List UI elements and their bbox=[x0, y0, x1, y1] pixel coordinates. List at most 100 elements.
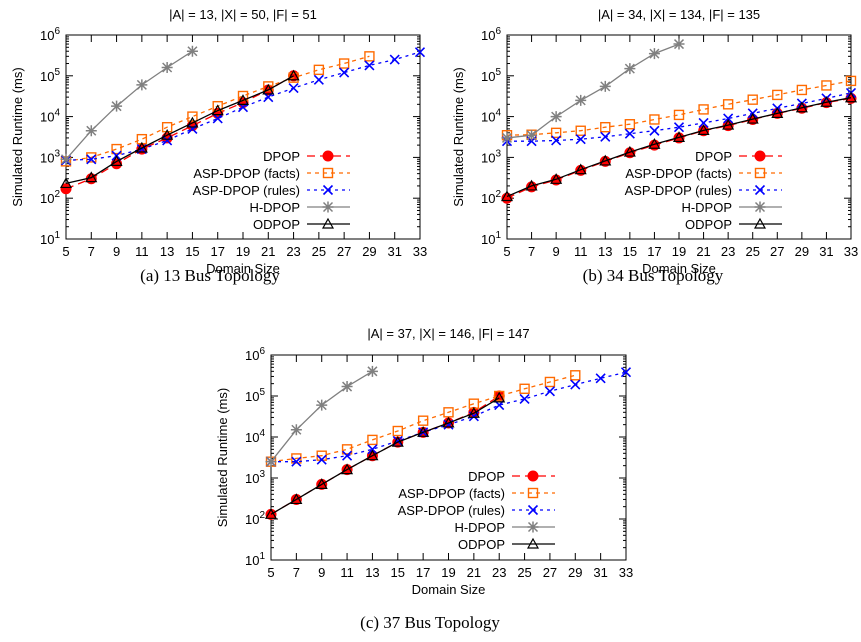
series-h-dpop bbox=[60, 45, 198, 165]
data-point bbox=[417, 426, 430, 437]
data-point bbox=[845, 75, 857, 87]
legend-label: DPOP bbox=[468, 469, 505, 484]
data-point bbox=[747, 94, 758, 105]
data-point bbox=[821, 80, 832, 91]
x-tick-label: 31 bbox=[819, 244, 833, 259]
y-tick-label: 101 bbox=[245, 551, 265, 568]
data-point bbox=[161, 61, 173, 73]
y-tick-label: 106 bbox=[245, 346, 265, 363]
x-tick-label: 27 bbox=[543, 565, 557, 580]
y-tick-label: 103 bbox=[245, 469, 265, 486]
data-point bbox=[111, 100, 123, 112]
x-tick-label: 17 bbox=[416, 565, 430, 580]
data-point bbox=[366, 365, 378, 377]
data-point bbox=[417, 415, 429, 426]
data-point bbox=[287, 69, 300, 81]
data-point bbox=[338, 58, 350, 69]
data-point bbox=[550, 127, 562, 139]
legend-label: DPOP bbox=[695, 149, 732, 164]
data-point bbox=[392, 425, 403, 437]
x-tick-label: 11 bbox=[574, 244, 588, 259]
data-point bbox=[570, 370, 581, 381]
y-tick-label: 105 bbox=[245, 387, 265, 404]
data-point bbox=[313, 74, 324, 85]
data-point bbox=[648, 138, 661, 149]
data-point bbox=[86, 154, 97, 165]
legend-marker bbox=[526, 537, 540, 549]
series-line bbox=[65, 50, 193, 160]
x-tick-label: 19 bbox=[236, 244, 250, 259]
x-tick-label: 5 bbox=[267, 565, 274, 580]
y-axis-label: Simulated Runtime (ms) bbox=[451, 67, 466, 206]
legend-marker bbox=[527, 487, 539, 499]
data-point bbox=[493, 391, 506, 403]
data-point bbox=[672, 131, 686, 142]
series-line bbox=[507, 92, 852, 142]
y-tick-label: 102 bbox=[245, 510, 265, 527]
x-tick-label: 23 bbox=[721, 244, 735, 259]
data-point bbox=[795, 101, 808, 113]
data-point bbox=[161, 121, 173, 133]
data-point bbox=[290, 424, 302, 436]
x-tick-label: 23 bbox=[286, 244, 300, 259]
data-point bbox=[623, 145, 636, 157]
x-tick-label: 13 bbox=[160, 244, 174, 259]
x-tick-label: 13 bbox=[365, 565, 379, 580]
x-tick-label: 17 bbox=[647, 244, 661, 259]
data-point bbox=[364, 60, 375, 71]
data-point bbox=[290, 493, 303, 505]
y-tick-label: 101 bbox=[40, 230, 60, 247]
x-tick-label: 5 bbox=[503, 244, 510, 259]
series-odpop bbox=[264, 391, 506, 519]
series-h-dpop bbox=[265, 365, 378, 468]
x-tick-label: 11 bbox=[135, 244, 149, 259]
legend-label: H-DPOP bbox=[681, 200, 732, 215]
legend-label: ASP-DPOP (rules) bbox=[625, 183, 732, 198]
data-point bbox=[551, 135, 562, 146]
legend-marker bbox=[322, 201, 334, 213]
legend-marker bbox=[527, 470, 539, 482]
data-point bbox=[236, 94, 250, 105]
y-tick-label: 105 bbox=[40, 67, 60, 84]
y-tick-label: 104 bbox=[40, 108, 60, 125]
x-axis-label: Domain Size bbox=[642, 261, 716, 276]
data-point bbox=[86, 152, 97, 163]
data-point bbox=[187, 111, 198, 122]
legend-marker bbox=[754, 201, 766, 213]
x-tick-label: 21 bbox=[261, 244, 275, 259]
legend-label: ASP-DPOP (rules) bbox=[398, 503, 505, 518]
data-point bbox=[570, 379, 581, 390]
chart-caption: (c) 37 Bus Topology bbox=[360, 613, 500, 632]
data-point bbox=[364, 51, 375, 62]
x-tick-label: 23 bbox=[492, 565, 506, 580]
x-tick-label: 15 bbox=[391, 565, 405, 580]
data-point bbox=[574, 163, 587, 175]
x-tick-label: 9 bbox=[113, 244, 120, 259]
data-point bbox=[366, 449, 379, 461]
series-line bbox=[506, 97, 852, 198]
legend-marker bbox=[527, 504, 539, 516]
x-tick-label: 33 bbox=[844, 244, 858, 259]
x-tick-label: 29 bbox=[362, 244, 376, 259]
series-line bbox=[65, 75, 294, 185]
data-point bbox=[111, 143, 122, 155]
data-point bbox=[519, 383, 530, 394]
chart-panel-1: |A| = 13, |X| = 50, |F| = 51 101 102 103 104… bbox=[10, 7, 427, 285]
chart-panel-2: |A| = 34, |X| = 134, |F| = 135 101 102 103 1… bbox=[451, 7, 858, 285]
data-point bbox=[600, 121, 611, 133]
data-point bbox=[722, 99, 734, 110]
legend-label: ASP-DPOP (facts) bbox=[625, 166, 732, 181]
data-point bbox=[442, 416, 455, 428]
series-asp-dpop-facts bbox=[265, 370, 581, 467]
data-point bbox=[316, 454, 327, 465]
y-tick-label: 106 bbox=[40, 26, 60, 43]
data-point bbox=[550, 173, 563, 184]
data-point bbox=[186, 45, 198, 57]
x-tick-label: 33 bbox=[413, 244, 427, 259]
legend-marker bbox=[754, 167, 766, 179]
data-point bbox=[291, 456, 302, 467]
data-point bbox=[467, 406, 480, 418]
data-point bbox=[60, 183, 72, 195]
x-tick-label: 15 bbox=[623, 244, 637, 259]
